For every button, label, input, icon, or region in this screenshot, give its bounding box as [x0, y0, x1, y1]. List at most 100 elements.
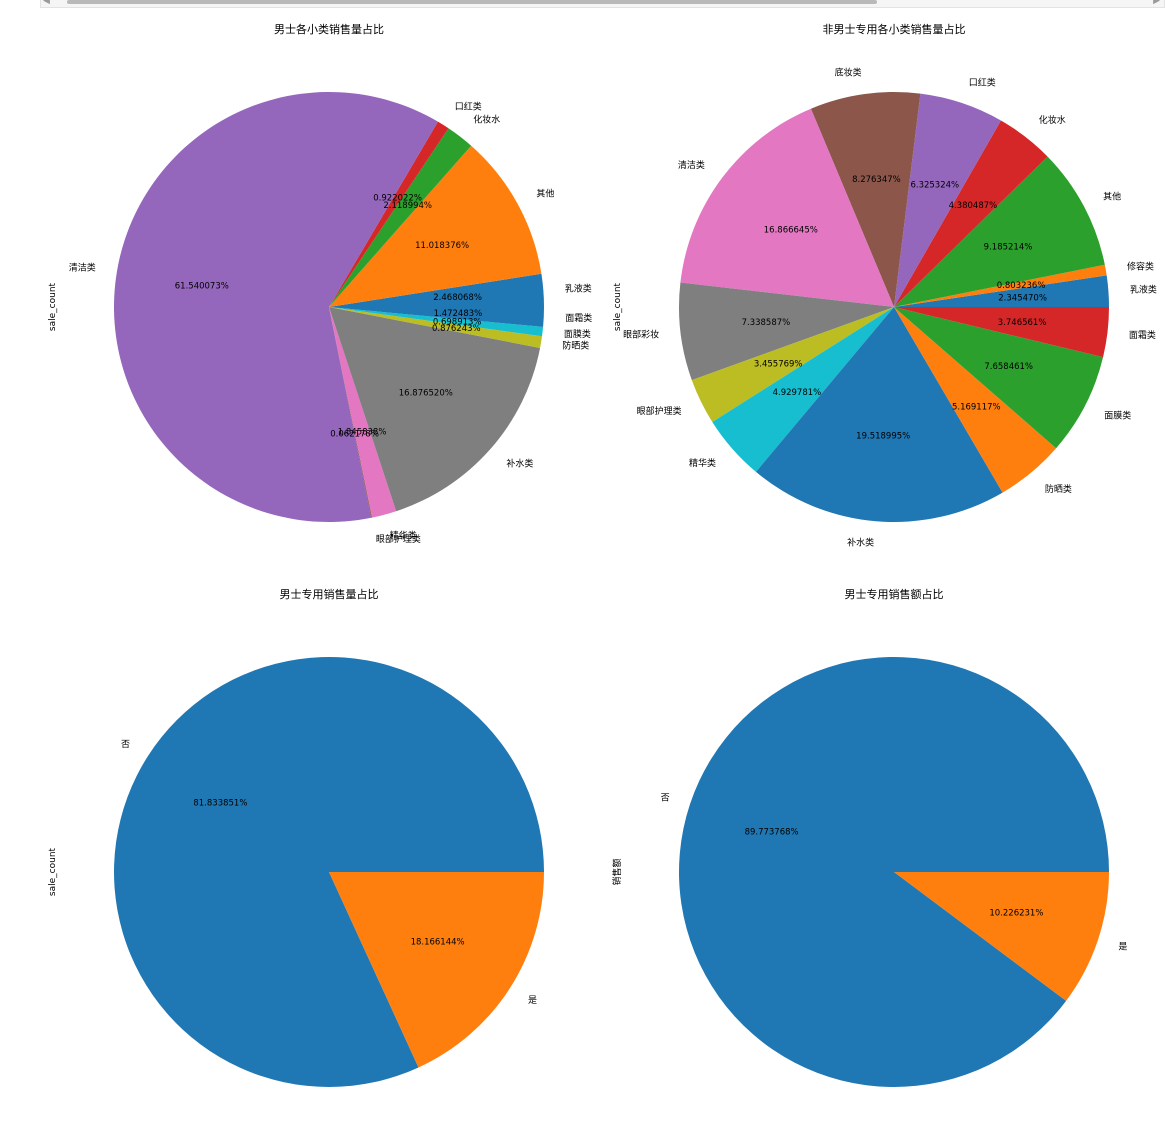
- pie-slice: [894, 120, 1048, 307]
- slice-percent-label: 4.380487%: [949, 201, 998, 211]
- slice-label: 否: [121, 739, 130, 750]
- slice-percent-label: 7.338587%: [742, 318, 791, 328]
- chart-title: 男士专用销售量占比: [280, 587, 379, 601]
- slice-label: 眼部护理类: [376, 533, 421, 545]
- y-axis-label: sale_count: [48, 282, 58, 331]
- slice-percent-label: 19.518995%: [856, 432, 910, 442]
- scrollbar-thumb[interactable]: [67, 0, 877, 4]
- pie-slice: [894, 307, 1057, 493]
- chart-title: 男士各小类销售量占比: [274, 22, 384, 36]
- pie-slice: [680, 108, 894, 308]
- slice-percent-label: 8.276347%: [852, 175, 901, 185]
- slice-percent-label: 2.468068%: [433, 293, 482, 303]
- pie-slice: [329, 307, 373, 518]
- slice-label: 面霜类: [565, 312, 592, 324]
- chart-title: 男士专用销售额占比: [845, 587, 944, 601]
- slice-percent-label: 0.876243%: [432, 324, 481, 334]
- pie-slice: [113, 91, 438, 522]
- scroll-right-icon[interactable]: ▶: [1153, 0, 1160, 6]
- slice-percent-label: 16.866645%: [764, 226, 818, 236]
- slice-label: 防晒类: [562, 340, 589, 352]
- slice-percent-label: 2.345470%: [998, 294, 1047, 304]
- slice-label: 面膜类: [1104, 409, 1131, 421]
- pie-slice: [329, 273, 544, 307]
- slice-percent-label: 81.833851%: [193, 798, 247, 808]
- pie-chart-2: 非男士专用各小类销售量占比 sale_count 乳液类 2.345470% 修容类 0.…: [613, 22, 1157, 549]
- scroll-left-icon[interactable]: ◀: [43, 0, 50, 6]
- slice-percent-label: 6.325324%: [910, 181, 959, 191]
- pie-slice: [329, 307, 397, 518]
- pie-slice: [329, 121, 449, 307]
- slice-label: 修容类: [1127, 260, 1154, 272]
- pie-slice: [894, 275, 1109, 307]
- slice-percent-label: 4.929781%: [773, 388, 822, 398]
- slice-percent-label: 7.658461%: [984, 362, 1033, 372]
- slice-label: 防晒类: [1045, 483, 1072, 495]
- pie-slice: [894, 307, 1109, 358]
- slice-percent-label: 0.062178%: [330, 429, 379, 439]
- slice-label: 是: [528, 995, 537, 1006]
- chart-title: 非男士专用各小类销售量占比: [823, 22, 966, 36]
- pie-slice: [329, 307, 544, 327]
- slice-label: 清洁类: [69, 262, 96, 274]
- slice-percent-label: 18.166144%: [411, 938, 465, 948]
- y-axis-label: sale_count: [48, 847, 58, 896]
- pie-slice: [894, 156, 1105, 307]
- slice-percent-label: 2.118994%: [383, 201, 432, 211]
- slice-label: 口红类: [455, 101, 482, 113]
- pie-slice: [329, 307, 541, 512]
- slice-percent-label: 3.455769%: [754, 360, 803, 370]
- pie-slice: [679, 282, 894, 381]
- slice-percent-label: 11.018376%: [415, 241, 469, 251]
- slice-label: 底妆类: [835, 67, 862, 79]
- y-axis-label: sale_count: [613, 282, 623, 331]
- slice-label: 清洁类: [678, 159, 705, 171]
- pie-slice: [329, 872, 544, 1068]
- slice-percent-label: 61.540073%: [175, 282, 229, 292]
- pie-slice: [329, 307, 542, 348]
- slice-label: 口红类: [969, 77, 996, 89]
- pie-slice: [691, 307, 894, 422]
- slice-label: 否: [661, 792, 670, 803]
- slice-label: 其他: [1103, 190, 1121, 202]
- slice-percent-label: 0.922022%: [373, 194, 422, 204]
- slice-label: 其他: [536, 187, 554, 199]
- slice-label: 眼部彩妆: [623, 329, 659, 341]
- slice-percent-label: 1.472483%: [434, 309, 483, 319]
- slice-label: 化妆水: [1039, 114, 1066, 126]
- slice-label: 补水类: [506, 457, 533, 469]
- pie-slice: [755, 307, 1003, 523]
- slice-label: 补水类: [847, 537, 874, 549]
- pie-slice: [679, 656, 1109, 1087]
- pie-slice: [894, 93, 1001, 307]
- slice-percent-label: 0.698913%: [433, 318, 482, 328]
- slice-percent-label: 9.185214%: [984, 243, 1033, 253]
- pie-slice: [329, 307, 544, 337]
- slice-label: 眼部护理类: [637, 405, 682, 417]
- pie-slice: [329, 145, 542, 307]
- pie-slice: [894, 872, 1109, 1001]
- slice-percent-label: 5.169117%: [952, 402, 1001, 412]
- slice-label: 精华类: [689, 457, 716, 469]
- slice-percent-label: 10.226231%: [989, 909, 1043, 919]
- pie-slice: [810, 92, 921, 307]
- slice-label: 是: [1118, 942, 1127, 953]
- pie-chart-3: 男士专用销售量占比 sale_count 否 81.833851% 是 18.166144…: [48, 587, 545, 1087]
- slice-label: 面霜类: [1129, 329, 1156, 341]
- pie-slice: [894, 264, 1107, 307]
- pie-slice: [712, 307, 894, 472]
- pie-slice: [894, 307, 1104, 449]
- pie-chart-1: 男士各小类销售量占比 sale_count 乳液类 2.468068% 其他 11.018…: [48, 22, 592, 545]
- slice-label: 乳液类: [565, 283, 592, 295]
- slice-percent-label: 16.876520%: [399, 388, 453, 398]
- pie-slice: [113, 656, 545, 1087]
- slice-percent-label: 1.845838%: [338, 428, 387, 438]
- slice-percent-label: 3.746561%: [998, 318, 1047, 328]
- slice-label: 化妆水: [473, 114, 500, 126]
- slice-label: 面膜类: [564, 328, 591, 340]
- slice-percent-label: 0.803236%: [997, 281, 1046, 291]
- y-axis-label: 销售额: [611, 858, 623, 885]
- slice-percent-label: 89.773768%: [745, 827, 799, 837]
